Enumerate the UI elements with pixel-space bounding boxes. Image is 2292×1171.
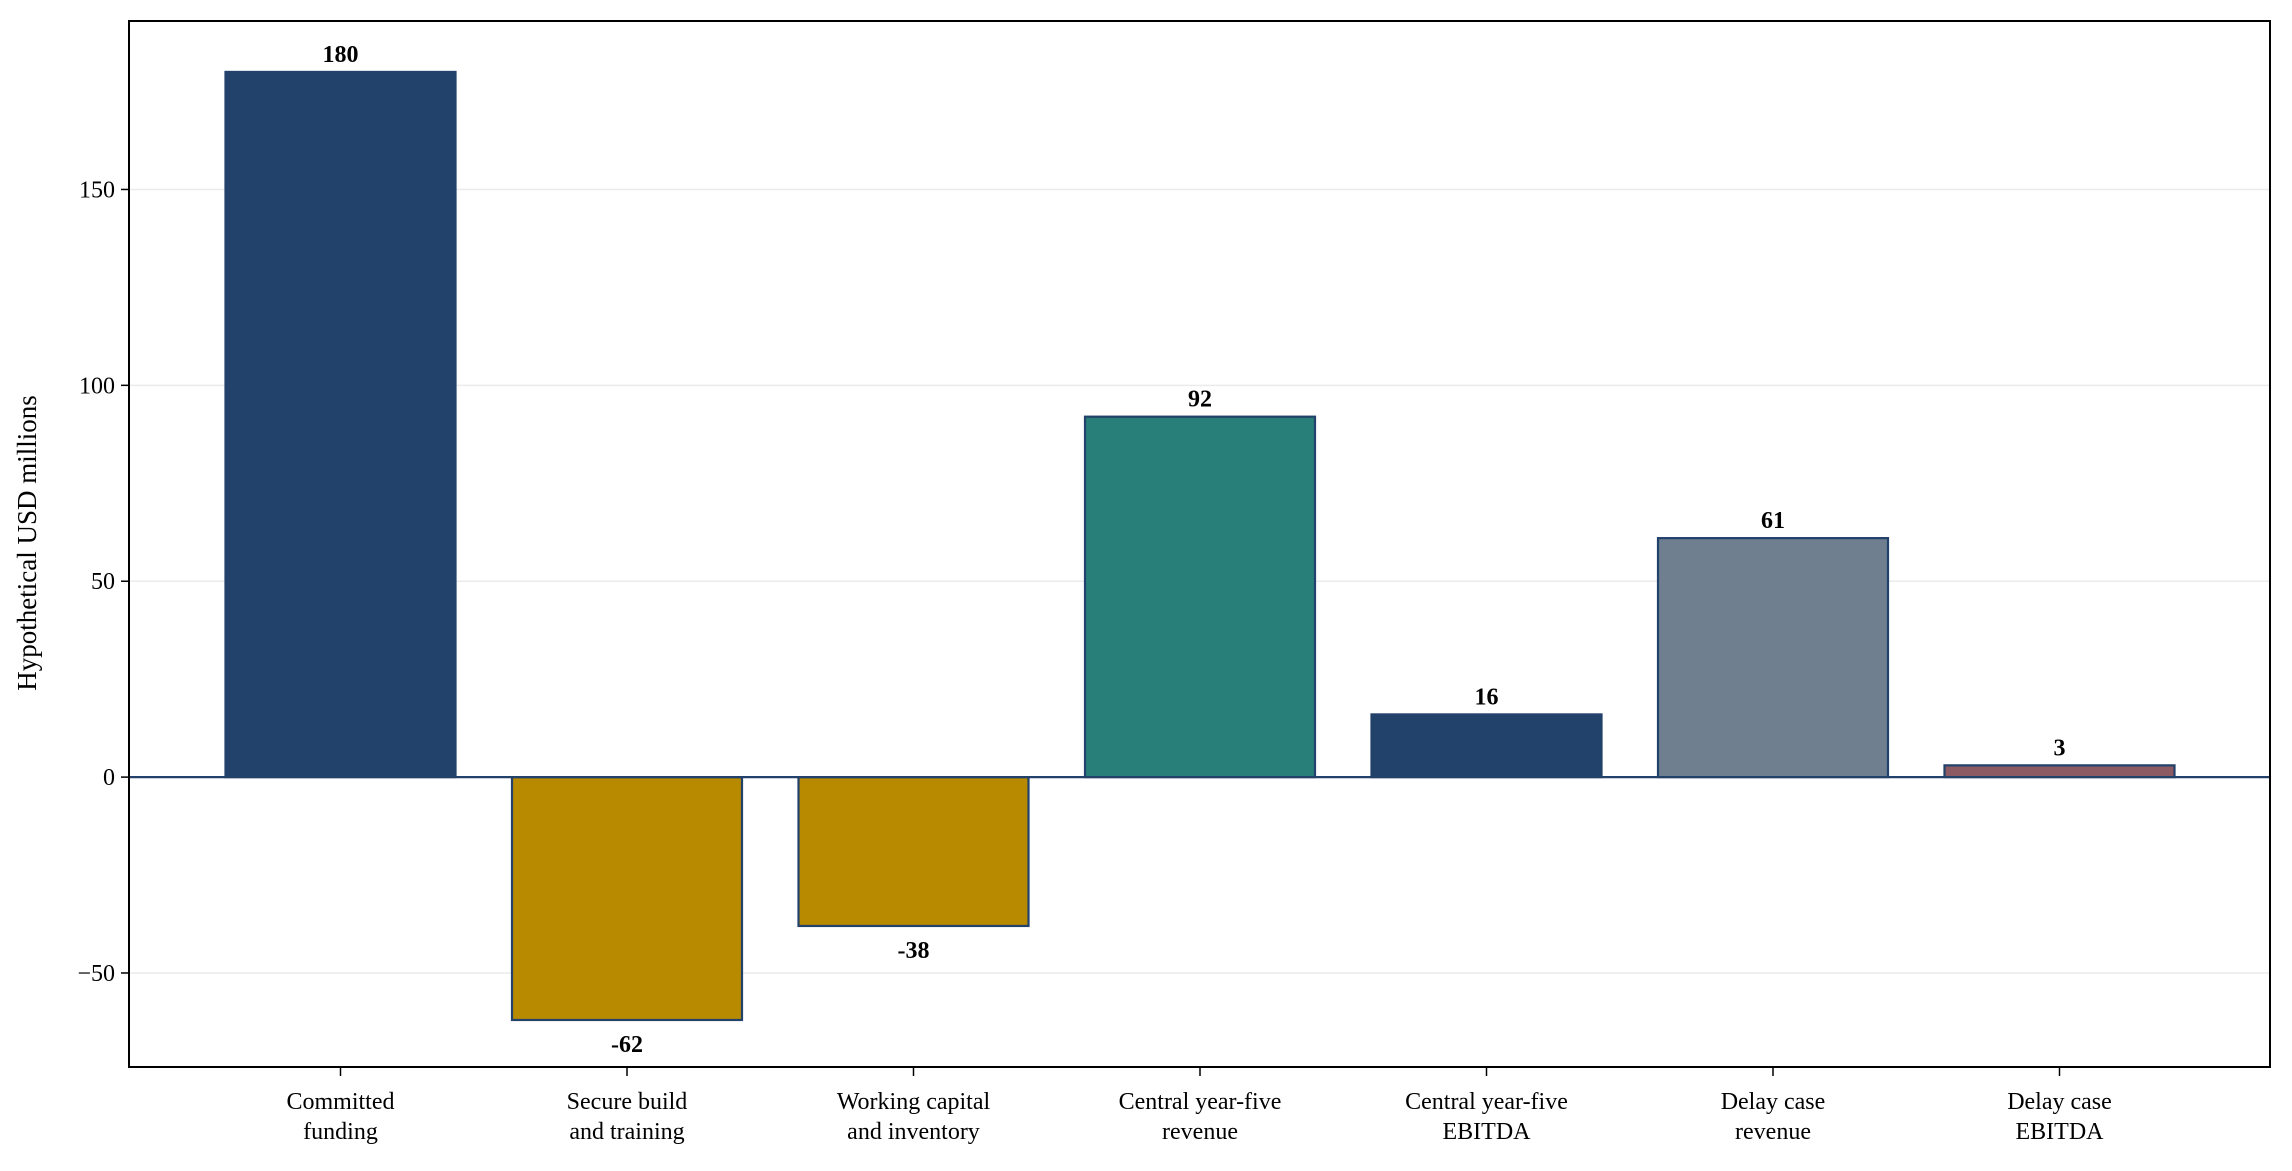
x-tick-label: Delay case EBITDA [2007, 1089, 2112, 1145]
data-label: 180 [323, 42, 359, 68]
y-tick-label: 0 [103, 765, 115, 791]
y-tick-label: 100 [79, 373, 115, 399]
x-axis: Committed funding Secure build and training… [287, 1067, 2112, 1145]
x-tick-label: Central year-five revenue [1119, 1089, 1282, 1145]
y-axis: −50 0 50 100 150 [77, 177, 129, 987]
data-label: -38 [898, 938, 930, 964]
data-labels: 180 -62 -38 92 16 61 3 [323, 42, 2066, 1058]
x-tick-label: Working capital and inventory [837, 1089, 991, 1145]
data-label: 92 [1188, 387, 1212, 413]
y-tick-label: 50 [91, 569, 115, 595]
bar [510, 775, 744, 1022]
bar [1943, 764, 2176, 779]
y-tick-label: 150 [79, 177, 115, 203]
x-tick-label: Committed funding [287, 1089, 395, 1145]
data-label: 16 [1475, 684, 1499, 710]
data-label: 61 [1761, 508, 1785, 534]
y-axis-title: Hypothetical USD millions [12, 395, 42, 690]
bar [1656, 537, 1890, 779]
bar [1370, 713, 1603, 779]
bar [224, 70, 457, 779]
bar [797, 775, 1030, 928]
bars [224, 70, 2176, 1022]
y-tick-label: −50 [77, 961, 115, 987]
x-tick-label: Central year-five EBITDA [1405, 1089, 1568, 1145]
data-label: 3 [2054, 735, 2066, 761]
data-label: -62 [611, 1032, 643, 1058]
x-tick-label: Secure build and training [567, 1089, 688, 1145]
x-tick-label: Delay case revenue [1721, 1089, 1826, 1145]
bar [1083, 415, 1317, 779]
